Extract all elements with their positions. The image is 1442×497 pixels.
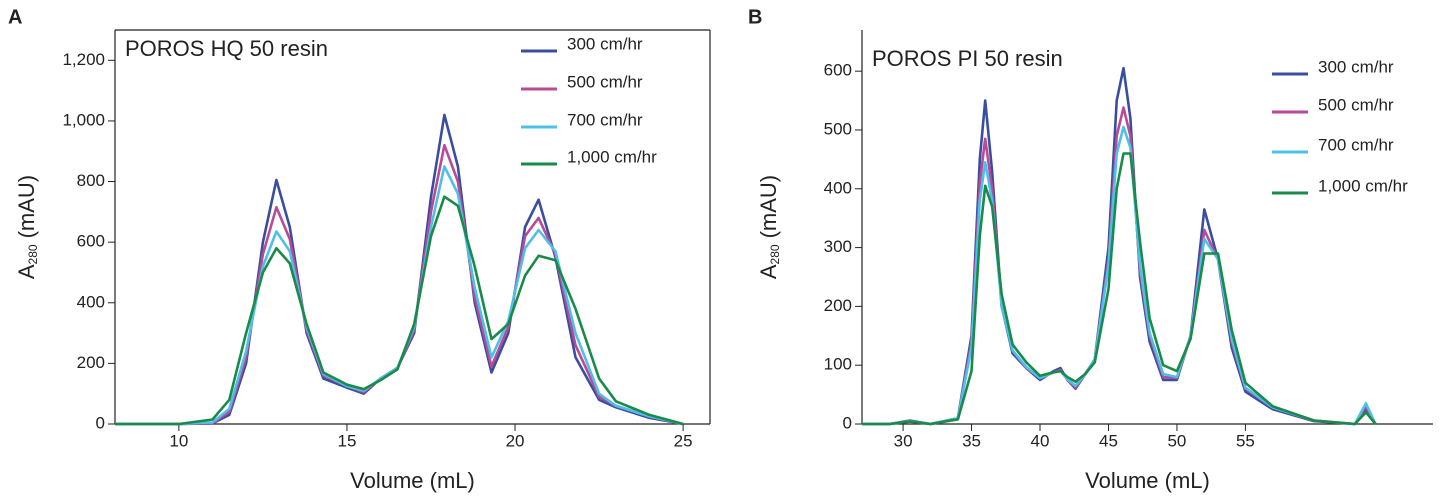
series-line <box>862 66 1377 426</box>
x-tick-label: 25 <box>674 431 693 450</box>
legend-label: 700 cm/hr <box>567 110 643 129</box>
legend-label: 1,000 cm/hr <box>1318 176 1408 195</box>
y-axis-label: A280 (mAU) <box>756 175 782 279</box>
y-axis-label: A280 (mAU) <box>14 175 40 279</box>
y-tick-label: 600 <box>824 61 852 80</box>
y-label-main: A <box>14 264 39 279</box>
x-tick-label: 20 <box>506 431 525 450</box>
x-tick-label: 45 <box>1099 431 1118 450</box>
x-axis-label: Volume (mL) <box>350 468 475 493</box>
y-tick-label: 400 <box>77 292 105 311</box>
x-tick-label: 50 <box>1167 431 1186 450</box>
y-tick-label: 800 <box>77 171 105 190</box>
x-tick-label: 40 <box>1031 431 1050 450</box>
y-tick-label: 200 <box>824 296 852 315</box>
x-tick-label: 15 <box>337 431 356 450</box>
legend-label: 500 cm/hr <box>567 72 643 91</box>
annotation: POROS HQ 50 resin <box>125 36 328 61</box>
legend-label: 300 cm/hr <box>1318 57 1394 76</box>
legend-label: 300 cm/hr <box>567 34 643 53</box>
legend-label: 700 cm/hr <box>1318 135 1394 154</box>
y-tick-label: 0 <box>96 413 105 432</box>
y-label-main: A <box>756 264 781 279</box>
series-line <box>115 143 684 426</box>
legend-label: 500 cm/hr <box>1318 95 1394 114</box>
y-label-sub: 280 <box>768 244 782 264</box>
x-tick-label: 35 <box>962 431 981 450</box>
y-tick-label: 600 <box>77 232 105 251</box>
series-line <box>115 195 684 426</box>
y-tick-label: 1,000 <box>62 110 105 129</box>
panel-label: A <box>8 6 22 28</box>
y-tick-label: 1,200 <box>62 50 105 69</box>
series-line <box>115 165 684 426</box>
y-label-sub: 280 <box>26 244 40 264</box>
y-tick-label: 400 <box>824 178 852 197</box>
x-tick-label: 55 <box>1236 431 1255 450</box>
annotation: POROS PI 50 resin <box>872 46 1063 71</box>
y-tick-label: 200 <box>77 353 105 372</box>
y-tick-label: 300 <box>824 237 852 256</box>
panel-label: B <box>748 6 762 28</box>
x-tick-label: 30 <box>894 431 913 450</box>
legend-label: 1,000 cm/hr <box>567 147 657 166</box>
series-line <box>862 152 1377 426</box>
y-tick-label: 500 <box>824 119 852 138</box>
x-tick-label: 10 <box>169 431 188 450</box>
y-tick-label: 0 <box>843 413 852 432</box>
series-line <box>862 106 1377 426</box>
y-label-unit: (mAU) <box>14 175 39 239</box>
y-label-unit: (mAU) <box>756 175 781 239</box>
y-tick-label: 100 <box>824 355 852 374</box>
x-axis-label: Volume (mL) <box>1085 468 1210 493</box>
